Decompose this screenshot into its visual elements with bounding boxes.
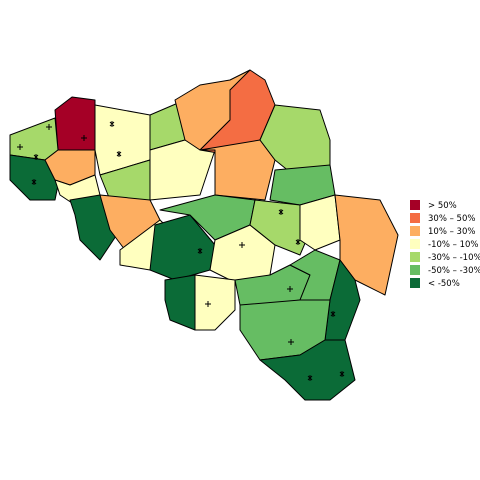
legend: > 50% 30% – 50% 10% – 30% -10% – 10% -30% – … [410, 200, 480, 289]
legend-swatch [410, 239, 420, 249]
legend-label: 10% – 30% [428, 227, 475, 237]
legend-swatch [410, 200, 420, 210]
district [9, 117, 59, 161]
legend-label: -10% – 10% [428, 240, 479, 250]
symbols [17, 121, 345, 381]
legend-label: -50% – -30% [428, 266, 480, 276]
district [334, 194, 399, 296]
district [149, 139, 216, 201]
district [194, 274, 236, 331]
legend-swatch [410, 252, 420, 262]
legend-label: < -50% [428, 279, 460, 289]
legend-swatch [410, 213, 420, 223]
legend-label: > 50% [428, 201, 457, 211]
district [259, 339, 356, 401]
district [299, 194, 341, 251]
legend-swatch [410, 265, 420, 275]
district [199, 139, 276, 201]
legend-label: -30% – -10% [428, 253, 480, 263]
regions [9, 69, 399, 401]
legend-swatch [410, 226, 420, 236]
district [54, 96, 96, 151]
legend-swatch [410, 278, 420, 288]
legend-label: 30% – 50% [428, 214, 475, 224]
